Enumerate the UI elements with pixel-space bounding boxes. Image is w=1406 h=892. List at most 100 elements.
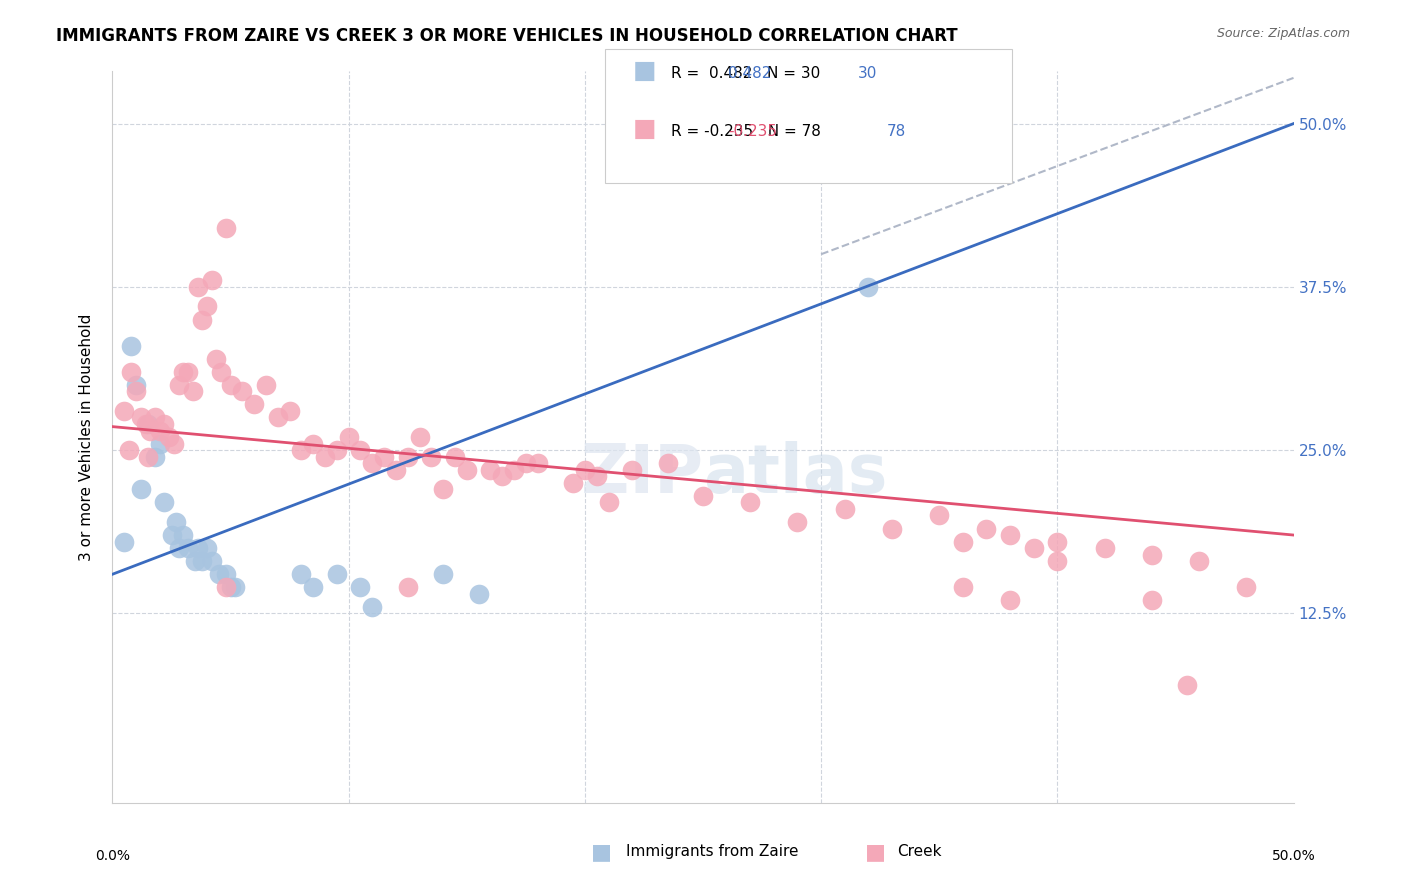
Point bbox=[432, 483, 454, 497]
Point bbox=[420, 450, 443, 464]
Text: ■: ■ bbox=[633, 118, 657, 141]
Text: ■: ■ bbox=[591, 842, 612, 862]
Point bbox=[165, 515, 187, 529]
Point bbox=[337, 430, 360, 444]
Point bbox=[209, 365, 232, 379]
Point bbox=[125, 377, 148, 392]
Point bbox=[191, 312, 214, 326]
Point bbox=[786, 515, 808, 529]
Point bbox=[254, 377, 277, 392]
Point bbox=[396, 580, 419, 594]
Point bbox=[432, 567, 454, 582]
Point bbox=[278, 404, 301, 418]
Point bbox=[574, 463, 596, 477]
Text: -0.235: -0.235 bbox=[728, 124, 778, 138]
Point bbox=[621, 463, 644, 477]
Text: 0.0%: 0.0% bbox=[96, 848, 129, 863]
Point bbox=[167, 541, 190, 555]
Point bbox=[186, 280, 208, 294]
Point bbox=[208, 567, 231, 582]
Point bbox=[153, 495, 176, 509]
Point bbox=[479, 463, 502, 477]
Point bbox=[177, 541, 200, 555]
Point bbox=[160, 528, 183, 542]
Point bbox=[302, 580, 325, 594]
Point bbox=[191, 554, 214, 568]
Point bbox=[740, 495, 762, 509]
Point bbox=[526, 456, 548, 470]
Point bbox=[491, 469, 513, 483]
Point bbox=[184, 554, 207, 568]
Point bbox=[562, 475, 585, 490]
Text: 0.482: 0.482 bbox=[728, 66, 772, 80]
Point bbox=[112, 404, 135, 418]
Text: Immigrants from Zaire: Immigrants from Zaire bbox=[626, 845, 799, 859]
Point bbox=[657, 456, 679, 470]
Point bbox=[112, 534, 135, 549]
Text: Source: ZipAtlas.com: Source: ZipAtlas.com bbox=[1216, 27, 1350, 40]
Point bbox=[231, 384, 253, 399]
Point bbox=[1094, 541, 1116, 555]
Point bbox=[215, 221, 238, 235]
Point bbox=[928, 508, 950, 523]
Text: ZIP: ZIP bbox=[581, 441, 703, 507]
Point bbox=[1175, 678, 1198, 692]
Point bbox=[136, 450, 159, 464]
Point bbox=[361, 456, 384, 470]
Point bbox=[326, 443, 349, 458]
Point bbox=[880, 521, 903, 535]
Point bbox=[120, 365, 142, 379]
Point bbox=[503, 463, 526, 477]
Point bbox=[361, 599, 384, 614]
Point bbox=[143, 450, 166, 464]
Text: 30: 30 bbox=[858, 66, 877, 80]
Point bbox=[181, 384, 204, 399]
Point bbox=[195, 541, 218, 555]
Point bbox=[598, 495, 620, 509]
Point bbox=[1046, 534, 1069, 549]
Point bbox=[373, 450, 395, 464]
Point bbox=[195, 300, 218, 314]
Point bbox=[1234, 580, 1257, 594]
Point bbox=[349, 443, 371, 458]
Point bbox=[998, 528, 1021, 542]
Point bbox=[201, 273, 224, 287]
Point bbox=[314, 450, 336, 464]
Point bbox=[302, 436, 325, 450]
Text: Creek: Creek bbox=[897, 845, 942, 859]
Point bbox=[125, 384, 148, 399]
Point bbox=[153, 417, 176, 431]
Text: R = -0.235   N = 78: R = -0.235 N = 78 bbox=[671, 124, 821, 138]
Point bbox=[243, 397, 266, 411]
Point bbox=[118, 443, 141, 458]
Point bbox=[692, 489, 714, 503]
Point bbox=[201, 554, 224, 568]
Text: 78: 78 bbox=[887, 124, 907, 138]
Point bbox=[952, 580, 974, 594]
Point bbox=[267, 410, 290, 425]
Point bbox=[396, 450, 419, 464]
Point bbox=[120, 339, 142, 353]
Point bbox=[1140, 548, 1163, 562]
Point bbox=[1188, 554, 1211, 568]
Point bbox=[186, 541, 208, 555]
Point bbox=[326, 567, 349, 582]
Point bbox=[408, 430, 430, 444]
Point bbox=[1140, 593, 1163, 607]
Point bbox=[135, 417, 157, 431]
Point bbox=[224, 580, 246, 594]
Point bbox=[467, 587, 489, 601]
Point bbox=[129, 410, 152, 425]
Point bbox=[205, 351, 228, 366]
Point bbox=[515, 456, 537, 470]
Point bbox=[215, 567, 238, 582]
Point bbox=[149, 436, 172, 450]
Text: ■: ■ bbox=[633, 60, 657, 83]
Point bbox=[349, 580, 371, 594]
Point bbox=[136, 417, 159, 431]
Y-axis label: 3 or more Vehicles in Household: 3 or more Vehicles in Household bbox=[79, 313, 94, 561]
Point bbox=[139, 424, 162, 438]
Text: IMMIGRANTS FROM ZAIRE VS CREEK 3 OR MORE VEHICLES IN HOUSEHOLD CORRELATION CHART: IMMIGRANTS FROM ZAIRE VS CREEK 3 OR MORE… bbox=[56, 27, 957, 45]
Text: ■: ■ bbox=[865, 842, 886, 862]
Point bbox=[143, 410, 166, 425]
